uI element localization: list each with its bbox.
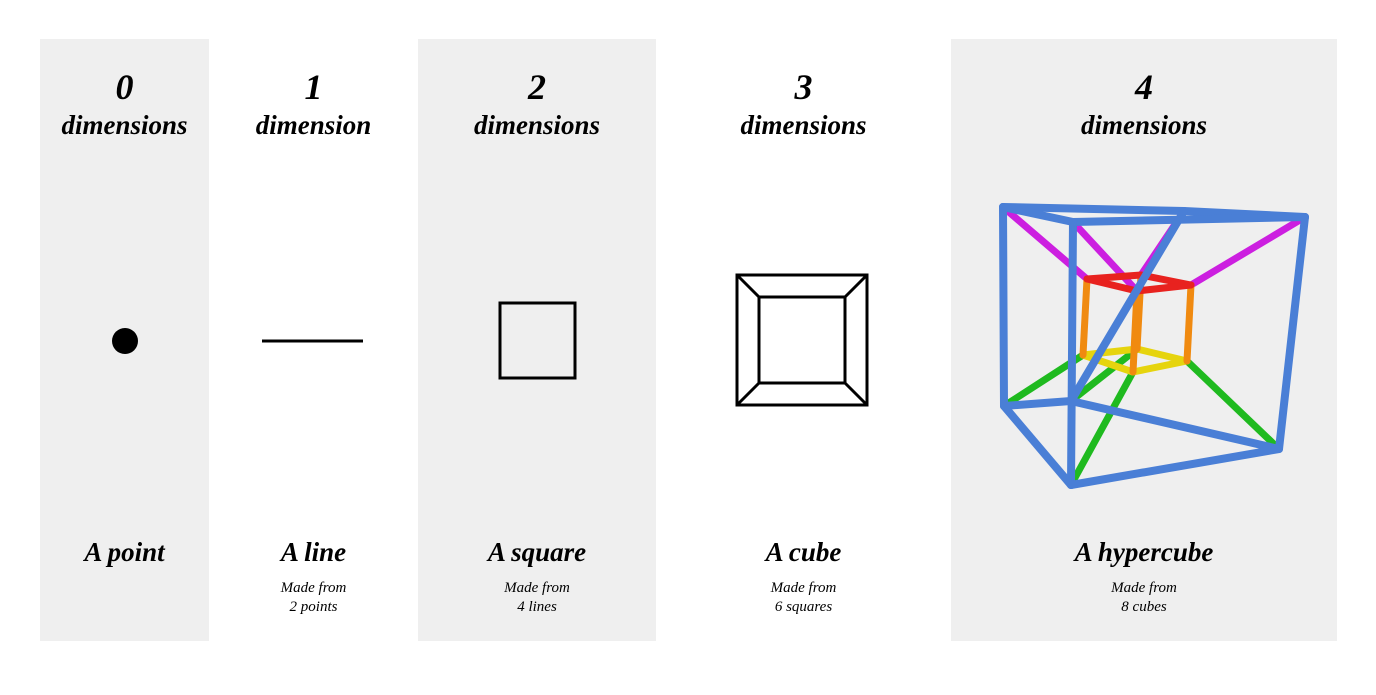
dimension-number: 1 bbox=[304, 67, 323, 107]
hypercube-edge-outer-cube bbox=[1067, 397, 1283, 453]
hypercube-edge-inner-top bbox=[1083, 275, 1141, 295]
line-icon bbox=[262, 339, 363, 343]
made-from-label: Made from bbox=[770, 580, 837, 596]
column-heading: 2 dimensions bbox=[418, 67, 656, 143]
hypercube-edge-outer-cube bbox=[1067, 218, 1077, 489]
hypercube-edge-outer-cube bbox=[999, 203, 1188, 215]
made-from-label: Made from bbox=[504, 580, 570, 596]
hypercube-edge-outer-cube bbox=[999, 203, 1008, 410]
hypercube-edge-inner-sides bbox=[1129, 287, 1141, 376]
hypercube-edge-inner-top bbox=[1133, 281, 1195, 295]
square-icon bbox=[498, 301, 577, 380]
dimension-label: dimension bbox=[255, 110, 372, 140]
hypercube-edge-inner-bottom bbox=[1133, 345, 1191, 365]
made-from-components: 6 squares bbox=[774, 599, 833, 615]
made-from-label: Made from bbox=[1111, 580, 1177, 596]
dimension-number: 0 bbox=[115, 67, 134, 107]
column-heading: 0 dimensions bbox=[40, 67, 209, 143]
hypercube-edge-outer-cube bbox=[1067, 207, 1188, 405]
hypercube-icon bbox=[999, 203, 1309, 489]
hypercube-edge-inner-bottom bbox=[1079, 351, 1137, 376]
dimension-label: dimensions bbox=[1080, 110, 1208, 140]
column-0-dimensions: 0 dimensions A point bbox=[40, 39, 209, 641]
cube-icon bbox=[735, 273, 869, 407]
hypercube-edge-outer-cube bbox=[1069, 213, 1309, 226]
dimension-number: 3 bbox=[794, 67, 813, 107]
column-heading: 3 dimensions bbox=[656, 67, 951, 143]
shape-name: A line bbox=[280, 537, 347, 567]
hypercube-edge-outer-cube bbox=[1000, 397, 1075, 410]
dimension-number: 2 bbox=[528, 67, 546, 107]
made-from-note: Made from 8 cubes bbox=[951, 579, 1337, 617]
hypercube-edge-inner-sides bbox=[1183, 281, 1195, 365]
made-from-components: 4 lines bbox=[517, 599, 557, 615]
hypercube-edge-outer-cube bbox=[1000, 402, 1075, 489]
column-2-dimensions: 2 dimensions A square Made from 4 lines bbox=[418, 39, 656, 641]
hypercube-edge-connector-bottom bbox=[1183, 357, 1283, 453]
hypercube-edge-inner-bottom bbox=[1129, 357, 1191, 376]
made-from-note: Made from 2 points bbox=[209, 579, 418, 617]
hypercube-edge-connector-top bbox=[1187, 213, 1309, 289]
column-3-dimensions: 3 dimensions A cube Made from 6 squares bbox=[656, 39, 951, 641]
shape-name: A cube bbox=[765, 537, 842, 567]
column-heading: 4 dimensions bbox=[951, 67, 1337, 143]
hypercube-edge-inner-bottom bbox=[1079, 345, 1141, 359]
made-from-note: Made from 4 lines bbox=[418, 579, 656, 617]
hypercube-edge-outer-cube bbox=[999, 203, 1077, 226]
made-from-label: Made from bbox=[280, 580, 347, 596]
hypercube-edge-connector-bottom bbox=[1067, 368, 1137, 489]
hypercube-edge-outer-cube bbox=[1275, 213, 1309, 453]
column-4-dimensions: 4 dimensions A hypercube Made from 8 cub… bbox=[951, 39, 1337, 641]
point-icon bbox=[112, 328, 138, 354]
shape-name: A point bbox=[84, 537, 165, 567]
hypercube-edge-inner-sides bbox=[1079, 275, 1091, 359]
shape-name: A hypercube bbox=[1074, 537, 1214, 567]
dimension-label: dimensions bbox=[473, 110, 601, 140]
dimension-label: dimensions bbox=[61, 110, 188, 140]
made-from-components: 8 cubes bbox=[1121, 599, 1167, 615]
column-1-dimension: 1 dimension A line Made from 2 points bbox=[209, 39, 418, 641]
dimension-number: 4 bbox=[1135, 67, 1153, 107]
made-from-note: Made from 6 squares bbox=[656, 579, 951, 617]
made-from-components: 2 points bbox=[289, 599, 338, 615]
column-heading: 1 dimension bbox=[209, 67, 418, 143]
shape-name: A square bbox=[487, 537, 587, 567]
dimension-label: dimensions bbox=[740, 110, 867, 140]
hypercube-edge-connector-bottom bbox=[1067, 345, 1141, 405]
hypercube-edge-outer-cube bbox=[1067, 445, 1283, 489]
